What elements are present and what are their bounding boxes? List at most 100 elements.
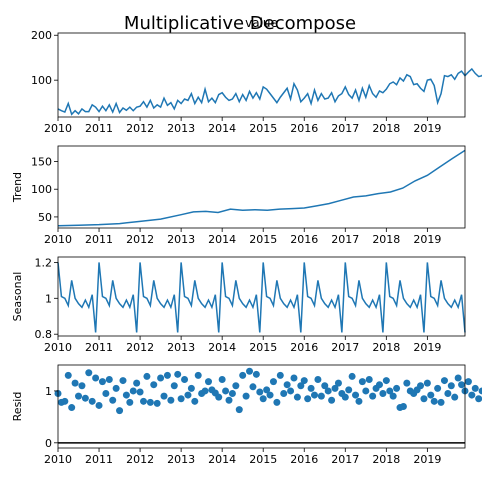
x-tick-label: 2015	[249, 233, 277, 246]
resid-point	[187, 384, 195, 392]
resid-point	[174, 370, 182, 378]
resid-point	[464, 378, 472, 386]
resid-point	[379, 390, 387, 398]
axes-frame	[57, 145, 466, 229]
resid-point	[116, 407, 124, 415]
resid-point	[252, 370, 260, 378]
resid-point	[64, 371, 72, 379]
resid-point	[331, 384, 339, 392]
resid-point	[119, 377, 127, 385]
resid-point	[328, 396, 336, 404]
resid-point	[417, 382, 425, 390]
figure-suptitle: Multiplicative Decompose	[124, 13, 356, 34]
resid-point	[140, 397, 148, 405]
resid-point	[181, 376, 189, 384]
resid-point	[444, 390, 452, 398]
x-tick-label: 2016	[290, 122, 318, 135]
resid-point	[146, 398, 154, 406]
resid-point	[246, 367, 254, 375]
x-tick-label: 2018	[372, 453, 400, 466]
resid-point	[150, 381, 158, 389]
resid-point	[345, 386, 353, 394]
x-tick-label: 2010	[44, 341, 72, 354]
resid-point	[324, 387, 332, 395]
resid-point	[133, 379, 141, 387]
resid-point	[109, 396, 117, 404]
subplot-3: Seasonal 0.8 1 1.2 2010 2011 2012 2013 2014 2015 2…	[11, 256, 466, 354]
subplot-title: value	[245, 16, 278, 30]
y-tick-label: 0.8	[35, 328, 53, 341]
axes-frame	[57, 32, 466, 118]
resid-point	[290, 374, 298, 382]
x-tick-label: 2012	[126, 233, 154, 246]
series-line	[57, 149, 466, 227]
resid-point	[225, 396, 233, 404]
resid-point	[297, 382, 305, 390]
subplot-group: value 100 200 2010 2011 2012 2013 2014 2015 2016 2…	[11, 16, 482, 466]
resid-point	[215, 393, 223, 401]
series-line	[57, 67, 482, 116]
x-tick-label: 2019	[413, 122, 441, 135]
x-tick-label: 2012	[126, 341, 154, 354]
resid-point	[471, 384, 479, 392]
y-tick-label: 1	[45, 292, 52, 305]
x-tick-label: 2019	[413, 341, 441, 354]
resid-point	[420, 395, 428, 403]
axes-frame	[57, 364, 466, 449]
series-line	[57, 262, 466, 333]
x-tick-label: 2014	[208, 453, 236, 466]
x-tick-label: 2019	[413, 453, 441, 466]
resid-point	[85, 369, 93, 377]
resid-point	[61, 397, 69, 405]
x-tick-label: 2011	[85, 122, 113, 135]
x-tick-label: 2018	[372, 233, 400, 246]
subplot-4: Resid 0 1 2010 2011 2012 2013 2014 2015 2016 2017 2…	[11, 364, 482, 466]
x-tick-label: 2013	[167, 122, 195, 135]
x-tick-label: 2013	[167, 233, 195, 246]
resid-point	[126, 398, 134, 406]
resid-point	[280, 390, 288, 398]
resid-point	[239, 371, 247, 379]
resid-point	[136, 388, 144, 396]
resid-point	[475, 395, 482, 403]
x-tick-label: 2011	[85, 233, 113, 246]
resid-point	[218, 376, 226, 384]
resid-point	[423, 379, 431, 387]
resid-point	[81, 394, 89, 402]
y-tick-label: 150	[31, 156, 52, 169]
x-tick-label: 2012	[126, 453, 154, 466]
x-tick-label: 2019	[413, 233, 441, 246]
x-tick-label: 2017	[331, 453, 359, 466]
resid-point	[191, 397, 199, 405]
x-tick-label: 2010	[44, 233, 72, 246]
resid-point	[365, 376, 373, 384]
resid-point	[341, 393, 349, 401]
x-tick-label: 2015	[249, 341, 277, 354]
resid-point	[201, 387, 209, 395]
resid-point	[369, 392, 377, 400]
resid-point	[75, 392, 83, 400]
resid-point	[458, 381, 466, 389]
resid-point	[399, 403, 407, 410]
resid-point	[283, 381, 291, 389]
x-tick-label: 2017	[331, 233, 359, 246]
resid-point	[222, 387, 230, 395]
x-tick-label: 2015	[249, 122, 277, 135]
resid-point	[304, 395, 312, 403]
resid-point	[451, 393, 459, 401]
resid-point	[334, 379, 342, 387]
resid-point	[386, 387, 394, 395]
resid-point	[249, 383, 257, 391]
resid-point	[102, 390, 110, 398]
x-tick-label: 2016	[290, 341, 318, 354]
x-tick-label: 2011	[85, 453, 113, 466]
resid-point	[273, 398, 281, 406]
resid-point	[92, 374, 100, 382]
x-tick-label: 2010	[44, 453, 72, 466]
resid-point	[143, 372, 151, 380]
resid-point	[78, 382, 86, 390]
resid-point	[157, 374, 165, 382]
resid-point	[454, 374, 462, 382]
resid-point	[478, 387, 482, 395]
